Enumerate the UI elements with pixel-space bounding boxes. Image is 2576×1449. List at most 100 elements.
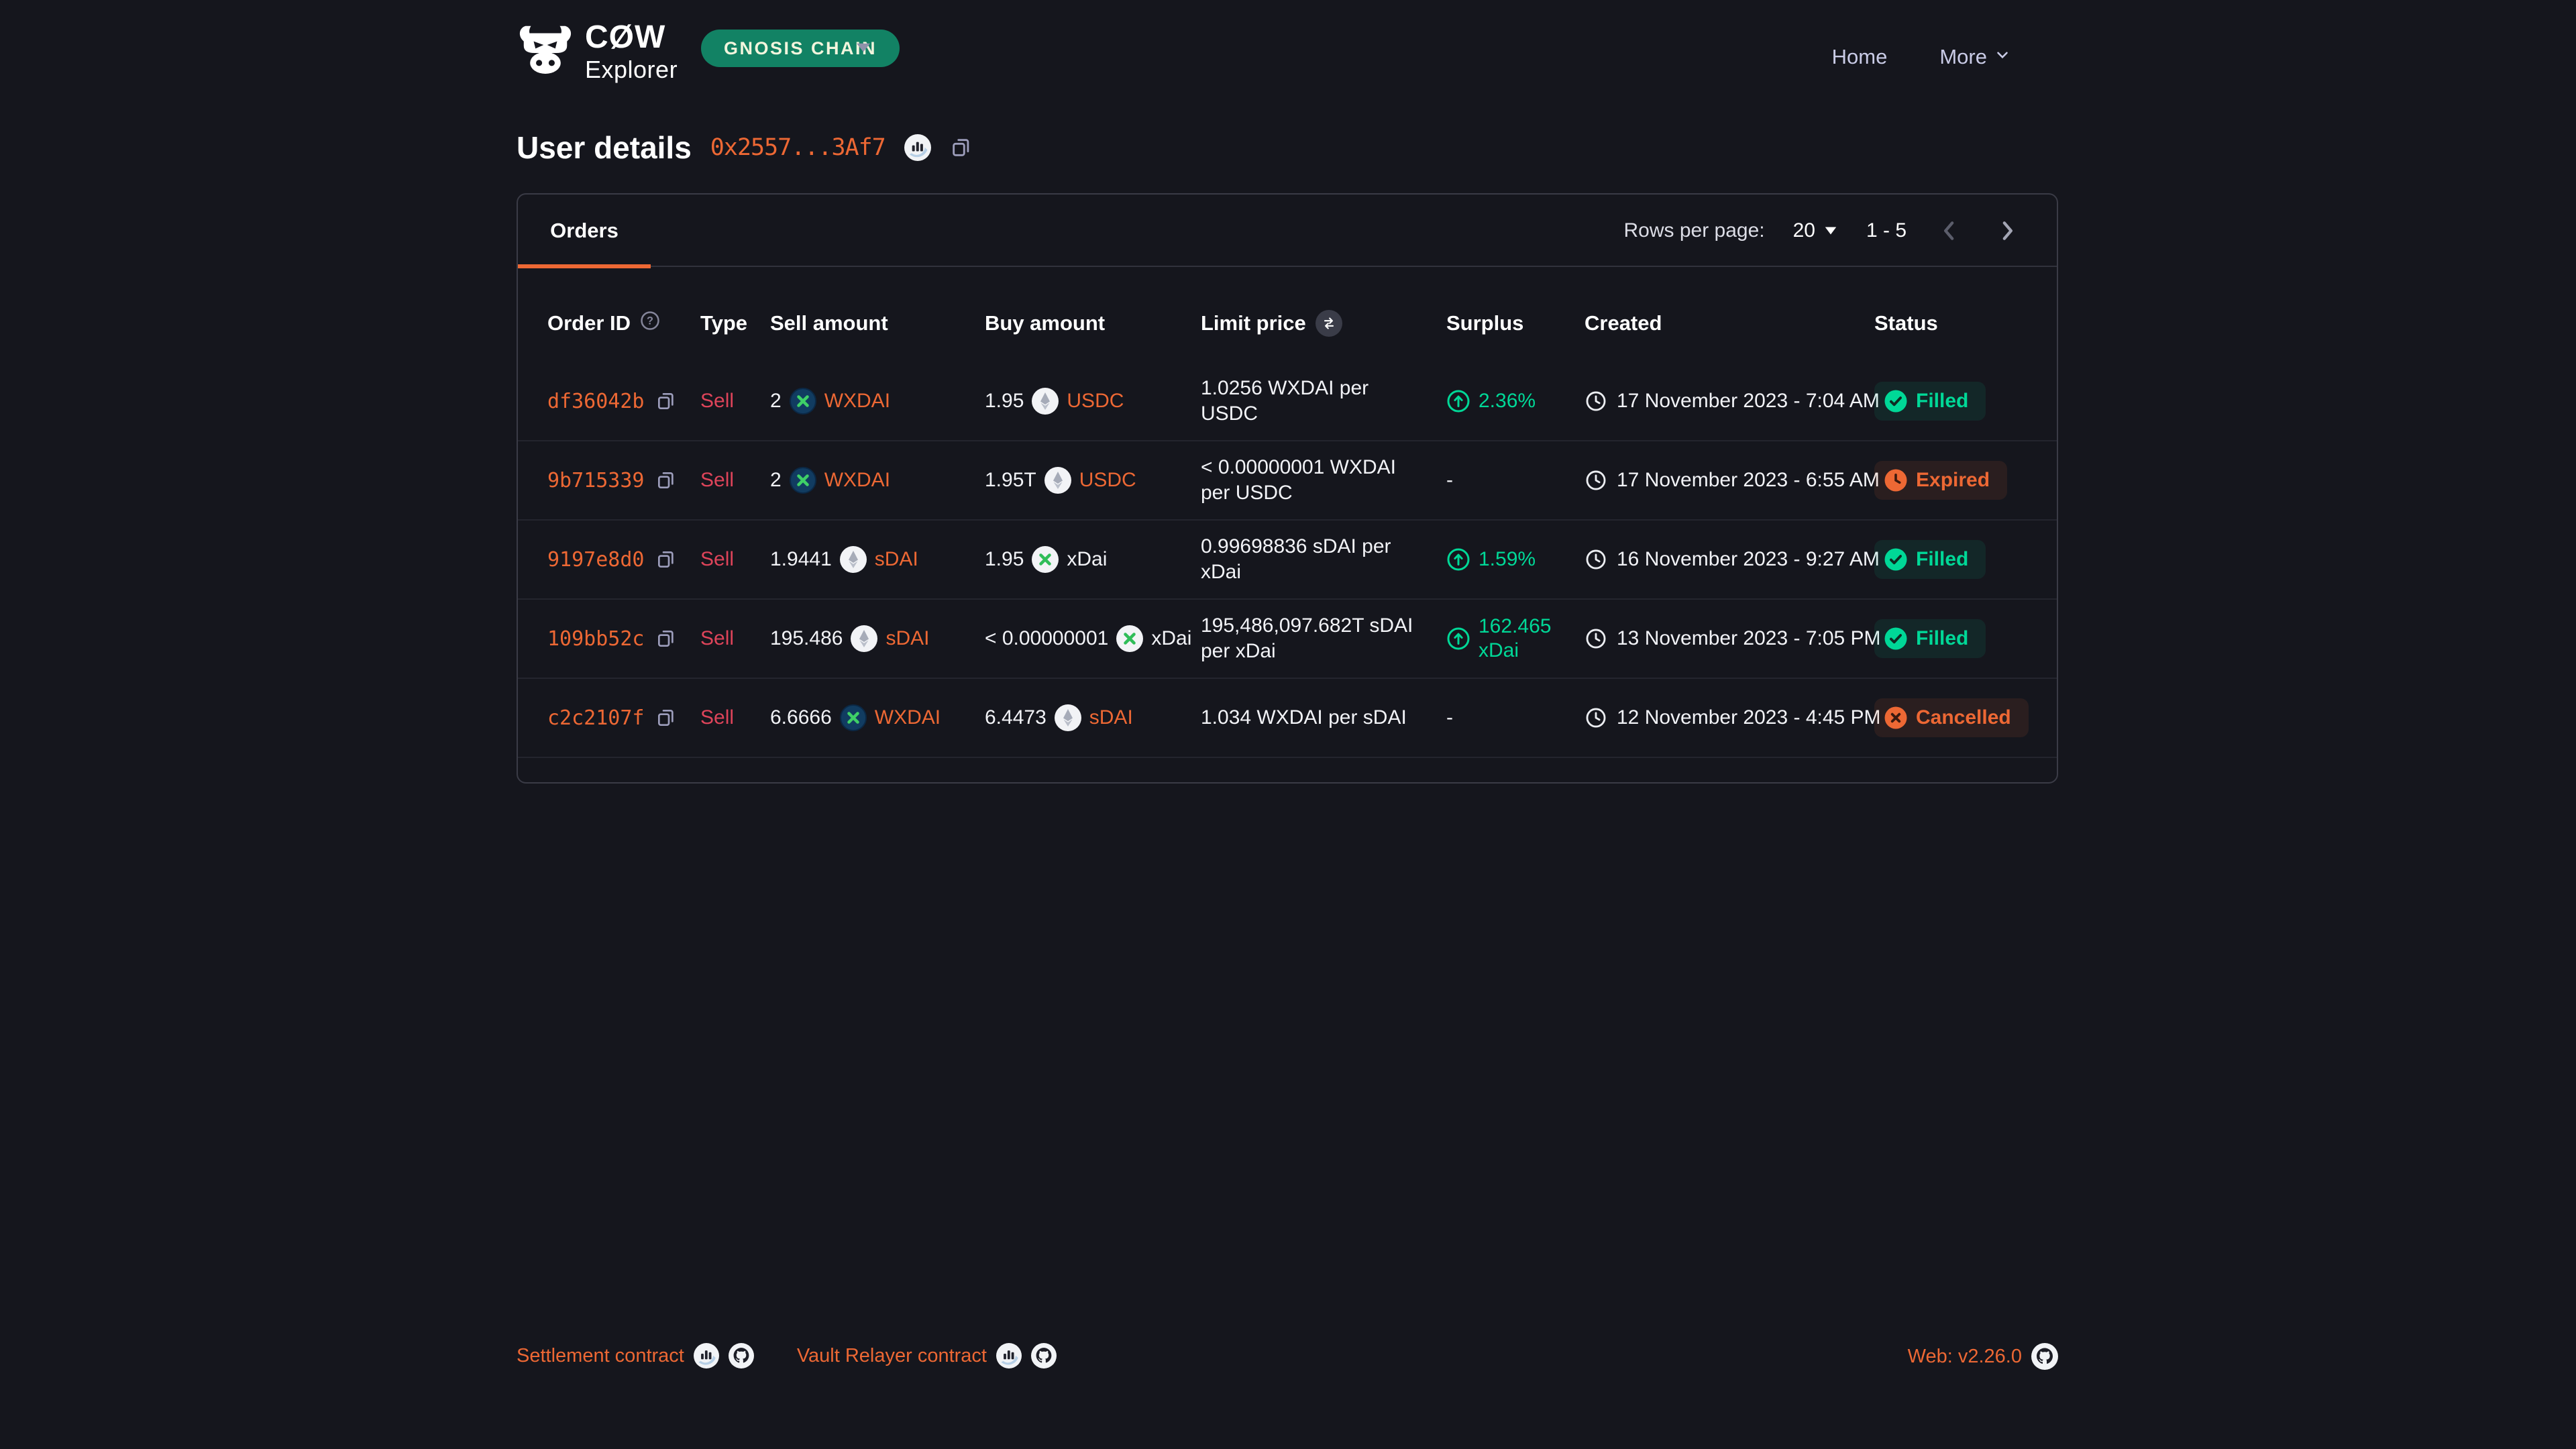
gnosis-dark-token-icon: [839, 704, 867, 731]
rows-per-page-label: Rows per page:: [1623, 219, 1765, 241]
sell-token-symbol[interactable]: WXDAI: [874, 706, 941, 729]
nav-more-menu[interactable]: More: [1939, 45, 2011, 69]
sell-token-symbol[interactable]: sDAI: [885, 627, 930, 649]
clock-icon: [1585, 390, 1607, 413]
github-icon[interactable]: [728, 1343, 754, 1368]
blockscout-explorer-icon[interactable]: [996, 1343, 1022, 1368]
created-date: 12 November 2023 - 4:45 PM: [1617, 706, 1881, 729]
help-icon[interactable]: ?: [640, 311, 660, 336]
generic-token-icon: [851, 625, 878, 652]
top-bar: CØW Explorer GNOSIS CHAIN Home More: [0, 0, 2576, 114]
surplus-up-icon: [1446, 389, 1470, 413]
sell-amount-cell: 6.6666 WXDAI: [770, 704, 985, 731]
table-row: 109bb52c Sell 195.486 sDAI < 0.00000001 …: [518, 600, 2057, 679]
status-cell: Cancelled: [1874, 698, 2029, 737]
table-row: 9b715339 Sell 2 WXDAI 1.95T USDC < 0.000…: [518, 441, 2057, 521]
page-title-row: User details 0x2557...3Af7: [517, 127, 973, 168]
invert-price-icon[interactable]: [1315, 310, 1342, 337]
surplus-empty: -: [1446, 469, 1453, 491]
status-icon: [1884, 627, 1908, 651]
col-surplus: Surplus: [1446, 311, 1524, 335]
table-header-row: Order ID ? Type Sell amount Buy amount L…: [518, 267, 2057, 362]
order-id-link[interactable]: 9197e8d0: [547, 547, 645, 572]
created-date: 17 November 2023 - 7:04 AM: [1617, 390, 1880, 412]
surplus-value: 2.36%: [1479, 390, 1536, 412]
status-badge: Filled: [1874, 382, 1986, 421]
network-selector-badge[interactable]: GNOSIS CHAIN: [701, 30, 900, 67]
surplus-value: 1.59%: [1479, 548, 1536, 570]
order-id-link[interactable]: c2c2107f: [547, 706, 645, 730]
blockscout-explorer-icon[interactable]: [693, 1343, 719, 1368]
status-label: Filled: [1916, 627, 1969, 649]
copy-icon[interactable]: [655, 470, 677, 491]
nav-more-label: More: [1939, 45, 1987, 68]
buy-amount-cell: 1.95T USDC: [985, 467, 1201, 494]
sell-amount-cell: 2 WXDAI: [770, 388, 985, 415]
col-limit-price: Limit price: [1201, 310, 1446, 337]
generic-token-icon: [1044, 467, 1071, 494]
pagination-controls: Rows per page: 20 1 - 5: [1623, 195, 2022, 267]
buy-token-symbol[interactable]: xDai: [1067, 548, 1108, 570]
buy-token-symbol[interactable]: sDAI: [1089, 706, 1133, 729]
buy-amount-cell: 1.95 xDai: [985, 546, 1201, 573]
generic-token-icon: [839, 546, 867, 573]
clock-icon: [1585, 627, 1607, 650]
limit-price: 1.034 WXDAI per sDAI: [1201, 706, 1407, 729]
buy-token-symbol[interactable]: USDC: [1079, 469, 1136, 491]
status-badge: Filled: [1874, 540, 1986, 579]
rows-per-page-select[interactable]: 20: [1793, 219, 1838, 242]
sell-token-symbol[interactable]: WXDAI: [824, 390, 891, 412]
col-type: Type: [700, 311, 748, 335]
clock-icon: [1585, 469, 1607, 492]
order-id-link[interactable]: df36042b: [547, 389, 645, 413]
buy-amount-value: 1.95T: [985, 469, 1036, 491]
cow-explorer-logo[interactable]: CØW Explorer: [517, 21, 678, 82]
next-page-button[interactable]: [1992, 216, 2022, 246]
copy-icon[interactable]: [655, 549, 677, 570]
copy-icon[interactable]: [655, 390, 677, 412]
sell-amount-cell: 195.486 sDAI: [770, 625, 985, 652]
network-caret-down-icon[interactable]: [853, 39, 873, 56]
chevron-down-icon: [1994, 45, 2011, 69]
status-badge: Expired: [1874, 461, 2008, 500]
created-date: 17 November 2023 - 6:55 AM: [1617, 469, 1880, 491]
copy-icon[interactable]: [655, 707, 677, 729]
buy-amount-cell: < 0.00000001 xDai: [985, 625, 1201, 652]
generic-token-icon: [1054, 704, 1081, 731]
sell-amount-value: 2: [770, 469, 782, 491]
col-order-id: Order ID ?: [547, 311, 700, 336]
sell-amount-cell: 2 WXDAI: [770, 467, 985, 494]
tab-orders[interactable]: Orders: [518, 195, 651, 268]
limit-price: < 0.00000001 WXDAI per USDC: [1201, 456, 1397, 504]
status-cell: Filled: [1874, 382, 2027, 421]
order-id-link[interactable]: 109bb52c: [547, 627, 645, 651]
buy-token-symbol[interactable]: xDai: [1151, 627, 1192, 649]
previous-page-button[interactable]: [1935, 216, 1964, 246]
created-cell: 12 November 2023 - 4:45 PM: [1585, 706, 1881, 729]
created-cell: 17 November 2023 - 7:04 AM: [1585, 390, 1880, 413]
github-icon[interactable]: [2031, 1343, 2058, 1370]
github-icon[interactable]: [1031, 1343, 1057, 1368]
status-icon: [1884, 468, 1908, 492]
created-cell: 16 November 2023 - 9:27 AM: [1585, 548, 1880, 571]
copy-address-icon[interactable]: [950, 136, 973, 159]
order-id-link[interactable]: 9b715339: [547, 468, 645, 492]
status-cell: Filled: [1874, 619, 2027, 658]
svg-text:?: ?: [647, 315, 653, 327]
nav-home-link[interactable]: Home: [1832, 45, 1888, 69]
table-row: c2c2107f Sell 6.6666 WXDAI 6.4473 sDAI 1…: [518, 679, 2057, 758]
pagination-range: 1 - 5: [1866, 219, 1907, 241]
status-icon: [1884, 389, 1908, 413]
page-title: User details: [517, 130, 692, 165]
gnosis-dark-token-icon: [789, 388, 816, 415]
settlement-contract-link[interactable]: Settlement contract: [517, 1344, 684, 1366]
sell-token-symbol[interactable]: WXDAI: [824, 469, 891, 491]
sell-token-symbol[interactable]: sDAI: [874, 548, 918, 570]
user-address[interactable]: 0x2557...3Af7: [710, 134, 886, 161]
created-date: 13 November 2023 - 7:05 PM: [1617, 627, 1881, 649]
blockscout-explorer-icon[interactable]: [904, 134, 931, 161]
copy-icon[interactable]: [655, 628, 677, 649]
web-version-link[interactable]: Web: v2.26.0: [1907, 1345, 2022, 1367]
buy-token-symbol[interactable]: USDC: [1067, 390, 1124, 412]
vault-relayer-contract-link[interactable]: Vault Relayer contract: [796, 1344, 987, 1366]
